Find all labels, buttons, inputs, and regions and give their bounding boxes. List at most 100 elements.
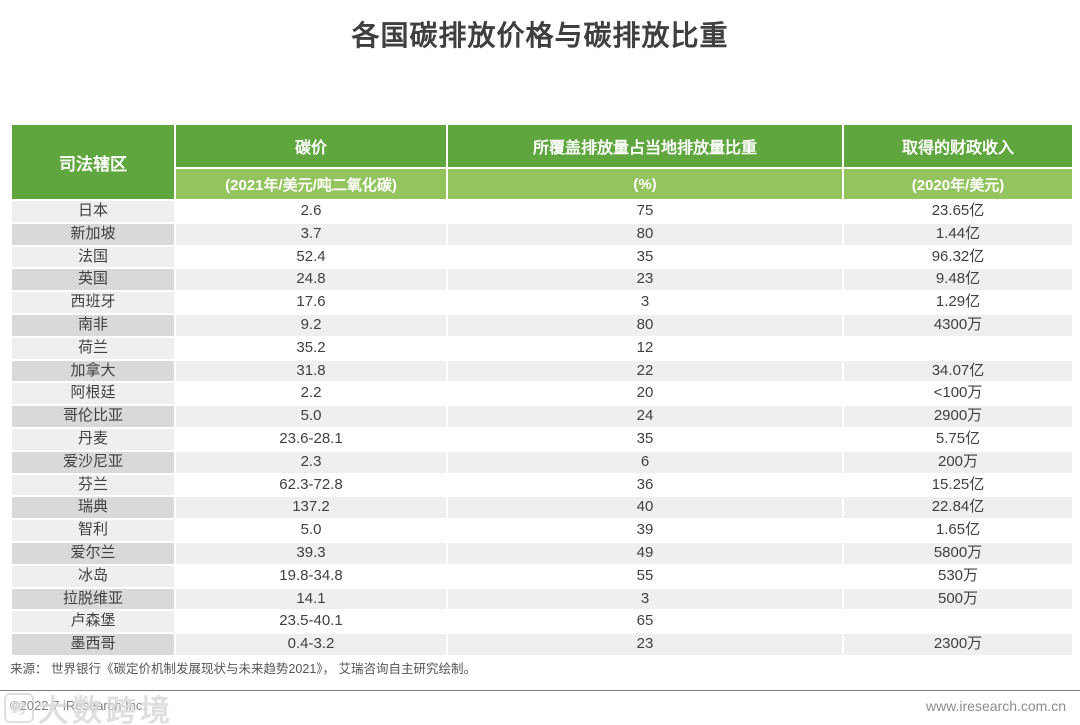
header-carbon-price: 碳价 <box>176 125 446 167</box>
cell-emission-share: 65 <box>448 611 842 633</box>
cell-jurisdiction: 南非 <box>12 314 174 336</box>
cell-fiscal-revenue: 96.32亿 <box>844 246 1072 268</box>
cell-carbon-price: 2.6 <box>176 201 446 222</box>
cell-jurisdiction: 加拿大 <box>12 360 174 382</box>
table-row: 法国 52.4 35 96.32亿 <box>12 246 1072 268</box>
subheader-carbon-price-unit: (2021年/美元/吨二氧化碳) <box>176 169 446 199</box>
table-row: 爱尔兰 39.3 49 5800万 <box>12 542 1072 564</box>
cell-emission-share: 23 <box>448 634 842 655</box>
cell-emission-share: 3 <box>448 588 842 610</box>
cell-jurisdiction: 英国 <box>12 269 174 291</box>
cell-jurisdiction: 日本 <box>12 201 174 222</box>
table-row: 冰岛 19.8-34.8 55 530万 <box>12 565 1072 587</box>
cell-carbon-price: 14.1 <box>176 588 446 610</box>
table-header: 司法辖区 碳价 所覆盖排放量占当地排放量比重 取得的财政收入 (2021年/美元… <box>12 125 1072 199</box>
cell-carbon-price: 5.0 <box>176 520 446 541</box>
cell-fiscal-revenue: 5.75亿 <box>844 428 1072 450</box>
cell-fiscal-revenue: 2900万 <box>844 406 1072 427</box>
copyright-text: ©2022.7 iResearch Inc. <box>10 698 147 713</box>
cell-fiscal-revenue <box>844 337 1072 359</box>
carbon-price-table: 司法辖区 碳价 所覆盖排放量占当地排放量比重 取得的财政收入 (2021年/美元… <box>10 123 1072 657</box>
cell-jurisdiction: 瑞典 <box>12 497 174 519</box>
table-row: 瑞典 137.2 40 22.84亿 <box>12 497 1072 519</box>
page-title: 各国碳排放价格与碳排放比重 <box>351 20 729 51</box>
cell-fiscal-revenue: 15.25亿 <box>844 474 1072 496</box>
cell-jurisdiction: 爱沙尼亚 <box>12 451 174 473</box>
cell-carbon-price: 39.3 <box>176 542 446 564</box>
table-row: 荷兰 35.2 12 <box>12 337 1072 359</box>
cell-emission-share: 22 <box>448 360 842 382</box>
cell-fiscal-revenue: 9.48亿 <box>844 269 1072 291</box>
cell-fiscal-revenue: 200万 <box>844 451 1072 473</box>
website-link[interactable]: www.iresearch.com.cn <box>925 698 1066 714</box>
cell-emission-share: 3 <box>448 292 842 313</box>
cell-jurisdiction: 哥伦比亚 <box>12 406 174 427</box>
cell-fiscal-revenue: 34.07亿 <box>844 360 1072 382</box>
cell-carbon-price: 24.8 <box>176 269 446 291</box>
cell-emission-share: 12 <box>448 337 842 359</box>
cell-emission-share: 40 <box>448 497 842 519</box>
cell-fiscal-revenue: 1.29亿 <box>844 292 1072 313</box>
cell-carbon-price: 3.7 <box>176 223 446 245</box>
cell-jurisdiction: 丹麦 <box>12 428 174 450</box>
cell-carbon-price: 2.3 <box>176 451 446 473</box>
header-jurisdiction: 司法辖区 <box>12 125 174 199</box>
cell-carbon-price: 5.0 <box>176 406 446 427</box>
cell-carbon-price: 9.2 <box>176 314 446 336</box>
cell-jurisdiction: 爱尔兰 <box>12 542 174 564</box>
cell-emission-share: 24 <box>448 406 842 427</box>
cell-emission-share: 80 <box>448 223 842 245</box>
table-row: 卢森堡 23.5-40.1 65 <box>12 611 1072 633</box>
cell-jurisdiction: 西班牙 <box>12 292 174 313</box>
cell-fiscal-revenue: 500万 <box>844 588 1072 610</box>
cell-fiscal-revenue: 2300万 <box>844 634 1072 655</box>
cell-carbon-price: 23.5-40.1 <box>176 611 446 633</box>
cell-carbon-price: 0.4-3.2 <box>176 634 446 655</box>
cell-emission-share: 20 <box>448 383 842 405</box>
cell-carbon-price: 2.2 <box>176 383 446 405</box>
cell-carbon-price: 52.4 <box>176 246 446 268</box>
cell-fiscal-revenue: 530万 <box>844 565 1072 587</box>
cell-emission-share: 75 <box>448 201 842 222</box>
cell-jurisdiction: 冰岛 <box>12 565 174 587</box>
cell-emission-share: 49 <box>448 542 842 564</box>
cell-fiscal-revenue: 22.84亿 <box>844 497 1072 519</box>
cell-jurisdiction: 阿根廷 <box>12 383 174 405</box>
cell-fiscal-revenue: 4300万 <box>844 314 1072 336</box>
cell-carbon-price: 23.6-28.1 <box>176 428 446 450</box>
cell-emission-share: 35 <box>448 246 842 268</box>
cell-fiscal-revenue: 1.65亿 <box>844 520 1072 541</box>
subheader-emission-share-unit: (%) <box>448 169 842 199</box>
cell-jurisdiction: 芬兰 <box>12 474 174 496</box>
cell-fiscal-revenue: 23.65亿 <box>844 201 1072 222</box>
cell-jurisdiction: 墨西哥 <box>12 634 174 655</box>
table-body: 日本 2.6 75 23.65亿 新加坡 3.7 80 1.44亿 法国 52.… <box>12 201 1072 655</box>
cell-jurisdiction: 卢森堡 <box>12 611 174 633</box>
cell-fiscal-revenue: 1.44亿 <box>844 223 1072 245</box>
cell-emission-share: 6 <box>448 451 842 473</box>
table-row: 新加坡 3.7 80 1.44亿 <box>12 223 1072 245</box>
header-fiscal-revenue: 取得的财政收入 <box>844 125 1072 167</box>
cell-carbon-price: 62.3-72.8 <box>176 474 446 496</box>
cell-fiscal-revenue: 5800万 <box>844 542 1072 564</box>
source-note: 来源： 世界银行《碳定价机制发展现状与未来趋势2021》， 艾瑞咨询自主研究绘制… <box>10 662 477 676</box>
cell-jurisdiction: 新加坡 <box>12 223 174 245</box>
table-row: 加拿大 31.8 22 34.07亿 <box>12 360 1072 382</box>
cell-emission-share: 39 <box>448 520 842 541</box>
table-row: 墨西哥 0.4-3.2 23 2300万 <box>12 634 1072 655</box>
cell-emission-share: 36 <box>448 474 842 496</box>
cell-carbon-price: 35.2 <box>176 337 446 359</box>
header-emission-share: 所覆盖排放量占当地排放量比重 <box>448 125 842 167</box>
cell-jurisdiction: 拉脱维亚 <box>12 588 174 610</box>
cell-jurisdiction: 法国 <box>12 246 174 268</box>
cell-emission-share: 35 <box>448 428 842 450</box>
cell-emission-share: 80 <box>448 314 842 336</box>
footer-divider <box>0 690 1080 691</box>
table-row: 哥伦比亚 5.0 24 2900万 <box>12 406 1072 427</box>
table-row: 南非 9.2 80 4300万 <box>12 314 1072 336</box>
cell-fiscal-revenue: <100万 <box>844 383 1072 405</box>
cell-emission-share: 23 <box>448 269 842 291</box>
table-row: 芬兰 62.3-72.8 36 15.25亿 <box>12 474 1072 496</box>
subheader-fiscal-revenue-unit: (2020年/美元) <box>844 169 1072 199</box>
table-row: 丹麦 23.6-28.1 35 5.75亿 <box>12 428 1072 450</box>
